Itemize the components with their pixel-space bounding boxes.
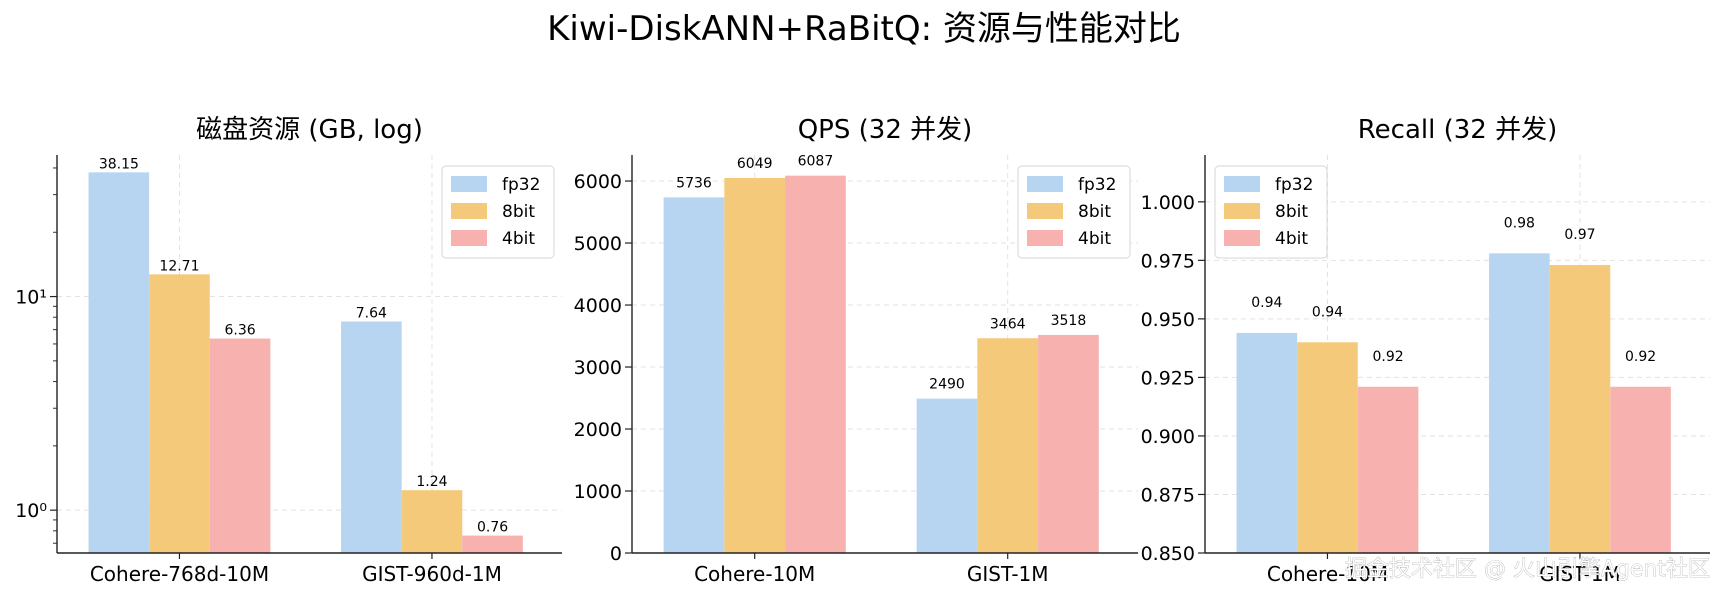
bar-4bit-GIST-960d-1M: [462, 535, 523, 553]
legend: fp32 8bit 4bit: [441, 165, 555, 259]
y-tick-label: 4000: [574, 295, 622, 317]
legend-swatch-fp32: [451, 176, 487, 192]
data-label: 0.94: [1251, 295, 1282, 311]
bar-fp32-Cohere-768d-10M: [88, 172, 150, 554]
legend-label-fp32: fp32: [1275, 175, 1313, 195]
chart-panel-1: 磁盘资源 (GB, log) 38.15 7.64 12.71 1.24 6.36 0.76…: [15, 115, 562, 586]
y-tick-label: 6000: [574, 171, 622, 193]
bar-8bit-Cohere-768d-10M: [149, 274, 210, 553]
bar-fp32-Cohere-10M: [663, 197, 725, 553]
data-label: 0.76: [477, 520, 508, 536]
legend-swatch-4bit: [1027, 230, 1063, 246]
watermark-text: 掘金技术社区 @ 火山引擎Agent社区: [1345, 557, 1710, 582]
bar-4bit-Cohere-10M: [785, 175, 846, 553]
bar-fp32-GIST-960d-1M: [341, 321, 402, 553]
y-tick-label: 5000: [574, 233, 622, 255]
y-tick-label: 10¹: [15, 287, 47, 309]
bar-8bit-GIST-960d-1M: [401, 490, 463, 553]
y-tick-label: 10⁰: [15, 500, 47, 522]
y-tick-label: 0.975: [1141, 250, 1195, 272]
legend-swatch-8bit: [1027, 203, 1063, 219]
data-label: 0.97: [1564, 227, 1595, 243]
legend-label-4bit: 4bit: [1078, 229, 1111, 249]
legend-label-4bit: 4bit: [1275, 229, 1308, 249]
legend-swatch-4bit: [1224, 230, 1260, 246]
x-tick-label: Cohere-768d-10M: [90, 562, 269, 586]
legend-label-fp32: fp32: [502, 175, 540, 195]
legend-swatch-4bit: [451, 230, 487, 246]
legend: fp32 8bit 4bit: [1017, 165, 1131, 259]
y-tick-label: 2000: [574, 419, 622, 441]
data-label: 0.92: [1625, 349, 1656, 365]
data-label: 38.15: [99, 156, 139, 172]
x-tick-label: GIST-1M: [967, 562, 1049, 586]
bar-fp32-GIST-1M: [1489, 253, 1550, 553]
data-label: 2490: [929, 377, 965, 393]
panel-title: 磁盘资源 (GB, log): [196, 115, 423, 145]
data-label: 3518: [1051, 313, 1087, 329]
data-label: 7.64: [356, 306, 387, 322]
data-label: 0.94: [1312, 304, 1343, 320]
legend-swatch-8bit: [1224, 203, 1260, 219]
bar-8bit-GIST-1M: [1549, 265, 1611, 553]
bar-8bit-Cohere-10M: [724, 177, 786, 553]
panel-title: Recall (32 并发): [1358, 115, 1557, 145]
figure-title: Kiwi-DiskANN+RaBitQ: 资源与性能对比: [547, 9, 1181, 49]
bar-4bit-GIST-1M: [1610, 386, 1671, 553]
panel-title: QPS (32 并发): [798, 115, 973, 145]
chart-panels: 磁盘资源 (GB, log) 38.15 7.64 12.71 1.24 6.36 0.76…: [15, 115, 1710, 586]
y-tick-label: 0.925: [1141, 367, 1195, 389]
bar-8bit-Cohere-10M: [1297, 342, 1358, 553]
legend-label-fp32: fp32: [1078, 175, 1116, 195]
legend-label-8bit: 8bit: [502, 202, 535, 222]
y-tick-label: 1000: [574, 481, 622, 503]
y-tick-label: 3000: [574, 357, 622, 379]
x-tick-label: GIST-1M: [1539, 562, 1621, 586]
legend-swatch-8bit: [451, 203, 487, 219]
data-label: 6049: [737, 156, 773, 172]
chart-panel-3: Recall (32 并发) 0.94 0.98 0.94 0.97 0.92 0.92 0.…: [1141, 115, 1710, 586]
data-label: 3464: [990, 316, 1026, 332]
bar-4bit-GIST-1M: [1038, 334, 1099, 553]
data-label: 12.71: [159, 258, 199, 274]
x-tick-label: Cohere-10M: [694, 562, 815, 586]
data-label: 6.36: [224, 323, 255, 339]
data-label: 5736: [676, 175, 712, 191]
y-tick-label: 0.900: [1141, 426, 1195, 448]
legend-label-8bit: 8bit: [1275, 202, 1308, 222]
bar-fp32-Cohere-10M: [1236, 332, 1298, 553]
bar-4bit-Cohere-10M: [1357, 386, 1419, 553]
x-tick-label: Cohere-10M: [1267, 562, 1388, 586]
data-label: 0.92: [1372, 349, 1403, 365]
data-label: 1.24: [416, 474, 447, 490]
legend-label-8bit: 8bit: [1078, 202, 1111, 222]
chart-panel-2: QPS (32 并发) 5736 2490 6049 3464 6087 3518 0 1000…: [574, 115, 1138, 586]
bar-4bit-Cohere-768d-10M: [209, 338, 271, 553]
bar-8bit-GIST-1M: [977, 338, 1039, 553]
legend-swatch-fp32: [1027, 176, 1063, 192]
legend-label-4bit: 4bit: [502, 229, 535, 249]
data-label: 6087: [798, 154, 834, 170]
legend-swatch-fp32: [1224, 176, 1260, 192]
y-tick-label: 0.850: [1141, 543, 1195, 565]
legend: fp32 8bit 4bit: [1214, 165, 1328, 259]
data-label: 0.98: [1504, 215, 1535, 231]
y-tick-label: 0.950: [1141, 309, 1195, 331]
bar-fp32-GIST-1M: [916, 398, 978, 553]
y-tick-label: 1.000: [1141, 192, 1195, 214]
y-tick-label: 0.875: [1141, 484, 1195, 506]
y-tick-label: 0: [610, 543, 622, 565]
x-tick-label: GIST-960d-1M: [362, 562, 502, 586]
